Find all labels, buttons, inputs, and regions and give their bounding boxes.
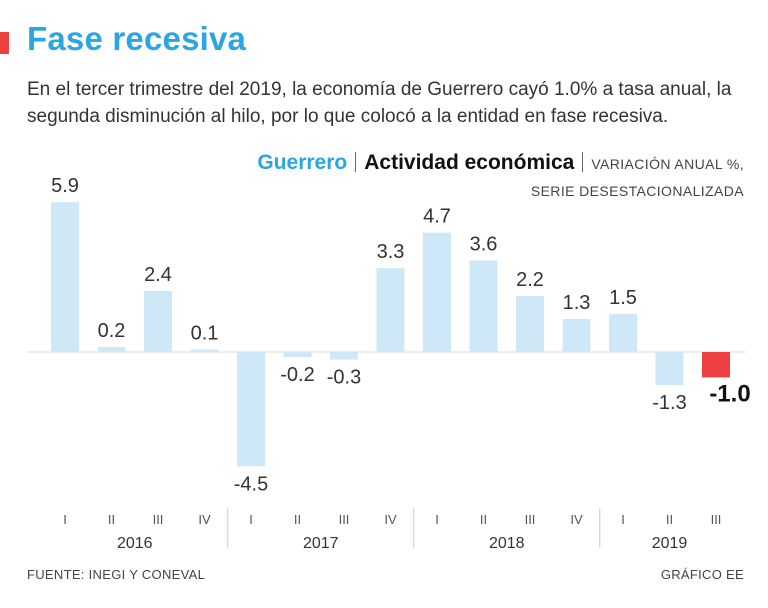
year-tick-label: 2017 [303, 535, 339, 552]
bar-value-label: 2.2 [516, 269, 544, 291]
legend-metric: Actividad económica [364, 151, 575, 174]
page-title: Fase recesiva [27, 20, 247, 57]
bar [376, 268, 405, 352]
quarter-tick-label: IV [384, 512, 397, 527]
bar [516, 296, 544, 352]
bar [609, 313, 637, 352]
quarter-tick-label: III [525, 512, 536, 527]
bar-value-label: 2.4 [144, 264, 172, 286]
quarter-tick-label: I [63, 512, 67, 527]
bar-value-label: 0.1 [191, 322, 219, 344]
bar [283, 352, 312, 358]
bar-value-label: 1.3 [563, 292, 591, 314]
quarter-tick-label: III [711, 512, 722, 527]
quarter-tick-label: I [435, 512, 439, 527]
bar-value-label: -0.3 [327, 367, 361, 389]
bar [330, 352, 358, 360]
bar-value-label: 0.2 [98, 320, 126, 342]
title-accent-bar [0, 32, 9, 54]
bar [469, 260, 498, 352]
bar-value-label: 5.9 [51, 175, 79, 197]
bar-value-label: -1.0 [709, 380, 750, 407]
bar [144, 291, 172, 352]
chart-legend: Guerrero Actividad económica VARIACIÓN ANU… [257, 151, 744, 175]
quarter-tick-label: III [339, 512, 350, 527]
quarter-tick-label: II [108, 512, 115, 527]
bar-value-label: 4.7 [423, 206, 451, 228]
page-subtitle: En el tercer trimestre del 2019, la econ… [27, 79, 732, 127]
quarter-tick-label: II [294, 512, 301, 527]
bar-highlight [702, 352, 730, 378]
legend-note-line1: VARIACIÓN ANUAL %, [591, 156, 744, 172]
bar [190, 349, 219, 352]
bar-value-label: 3.3 [377, 241, 405, 263]
quarter-tick-label: II [480, 512, 487, 527]
quarter-tick-label: III [153, 512, 164, 527]
bar [562, 318, 591, 352]
bar-value-label: -4.5 [234, 473, 268, 495]
bar-value-label: 1.5 [609, 287, 637, 309]
quarter-tick-label: I [621, 512, 625, 527]
quarter-tick-label: IV [198, 512, 211, 527]
quarter-tick-label: I [249, 512, 253, 527]
bar [51, 202, 79, 352]
quarter-tick-label: IV [570, 512, 583, 527]
legend-region: Guerrero [257, 151, 348, 174]
bar [423, 232, 451, 352]
year-tick-label: 2016 [117, 535, 153, 552]
year-tick-label: 2018 [489, 535, 525, 552]
bar-value-label: 3.6 [470, 234, 498, 256]
source-note: FUENTE: INEGI Y CONEVAL [27, 567, 206, 582]
bar [655, 352, 684, 386]
bar [97, 346, 126, 352]
legend-separator [355, 152, 357, 172]
bar-value-label: -0.2 [280, 364, 314, 386]
legend-separator [582, 152, 584, 172]
year-tick-label: 2019 [652, 535, 688, 552]
bar-value-label: -1.3 [652, 392, 686, 414]
quarter-tick-label: II [666, 512, 673, 527]
bar [237, 352, 265, 467]
graphic-credit: GRÁFICO EE [660, 567, 744, 582]
legend-note-line2: SERIE DESESTACIONALIZADA [530, 183, 744, 199]
